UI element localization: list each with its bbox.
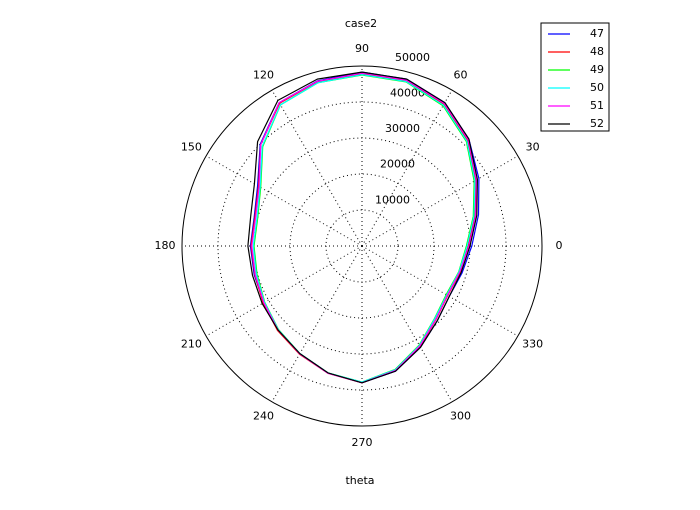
theta-tick-label: 300 xyxy=(450,410,471,423)
legend-label: 52 xyxy=(590,117,604,130)
series-line xyxy=(252,74,476,383)
r-tick-label: 40000 xyxy=(390,86,425,99)
legend-box xyxy=(540,22,610,132)
series-line xyxy=(253,74,475,383)
theta-tick-label: 180 xyxy=(155,239,176,252)
r-tick-label: 10000 xyxy=(375,193,410,206)
grid-spoke xyxy=(361,89,453,247)
legend-label: 51 xyxy=(590,99,604,112)
theta-tick-label: 270 xyxy=(352,436,373,449)
legend-label: 49 xyxy=(590,63,604,76)
outer-ring xyxy=(181,65,543,427)
legend-label: 50 xyxy=(590,81,604,94)
theta-tick-label: 120 xyxy=(253,68,274,81)
r-tick-label: 30000 xyxy=(385,122,420,135)
theta-tick-label: 60 xyxy=(454,68,468,81)
series-line xyxy=(251,72,477,384)
r-tick-label: 50000 xyxy=(395,51,430,64)
theta-tick-label: 210 xyxy=(181,338,202,351)
theta-tick-label: 150 xyxy=(181,141,202,154)
theta-tick-label: 0 xyxy=(556,239,563,252)
theta-tick-label: 90 xyxy=(355,42,369,55)
theta-tick-label: 30 xyxy=(526,141,540,154)
x-axis-label: theta xyxy=(345,474,374,487)
chart-title: case2 xyxy=(345,17,377,30)
legend-label: 47 xyxy=(590,27,604,40)
series-line xyxy=(247,71,478,384)
legend-label: 48 xyxy=(590,45,604,58)
theta-tick-label: 330 xyxy=(522,338,543,351)
grid-spoke xyxy=(205,155,363,247)
grid-spoke xyxy=(205,245,363,337)
grid-spoke xyxy=(361,245,519,337)
r-tick-label: 20000 xyxy=(380,158,415,171)
theta-tick-label: 240 xyxy=(253,410,274,423)
grid-spoke xyxy=(271,89,363,247)
